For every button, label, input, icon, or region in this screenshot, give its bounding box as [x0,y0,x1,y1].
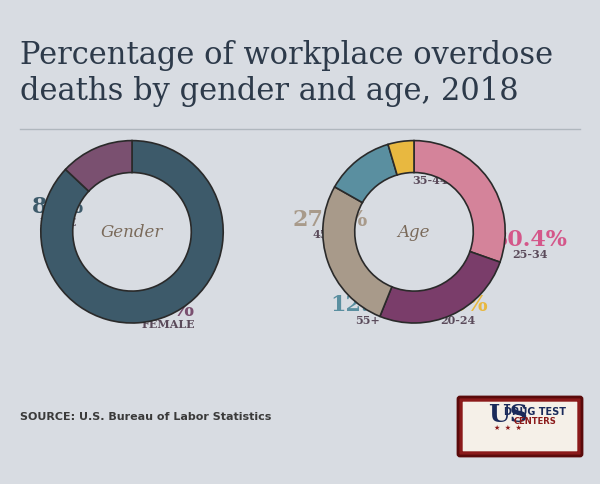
Text: 45-54: 45-54 [312,229,348,240]
Wedge shape [414,141,505,263]
Wedge shape [41,141,223,323]
Text: Percentage of workplace overdose
deaths by gender and age, 2018: Percentage of workplace overdose deaths … [20,40,553,106]
Text: 35-44: 35-44 [412,174,448,185]
Text: 25-34: 25-34 [512,249,548,260]
Text: MALE: MALE [40,216,77,227]
Wedge shape [388,141,414,176]
Text: 13%: 13% [142,298,194,320]
Text: 20-24: 20-24 [440,314,476,325]
Wedge shape [65,141,132,192]
Text: FEMALE: FEMALE [141,319,195,330]
Text: 55+: 55+ [356,314,380,325]
Text: 87%: 87% [32,196,84,217]
FancyBboxPatch shape [458,397,582,456]
Text: DRUG TEST: DRUG TEST [504,406,566,416]
FancyBboxPatch shape [462,401,578,452]
Text: 30.4%: 30.4% [493,228,568,251]
Text: US: US [488,402,528,426]
Text: CENTERS: CENTERS [514,417,556,425]
Text: SOURCE: U.S. Bureau of Labor Statistics: SOURCE: U.S. Bureau of Labor Statistics [20,411,271,421]
Wedge shape [335,145,397,203]
Text: 12.2%: 12.2% [331,293,406,316]
Wedge shape [323,187,392,317]
Text: Age: Age [398,224,430,241]
Text: 27.1%: 27.1% [292,209,368,230]
Wedge shape [380,252,500,323]
Text: 4.6%: 4.6% [428,293,488,316]
Text: ★  ★  ★: ★ ★ ★ [494,424,522,430]
Text: 25.7%: 25.7% [392,154,467,176]
Text: Gender: Gender [101,224,163,241]
